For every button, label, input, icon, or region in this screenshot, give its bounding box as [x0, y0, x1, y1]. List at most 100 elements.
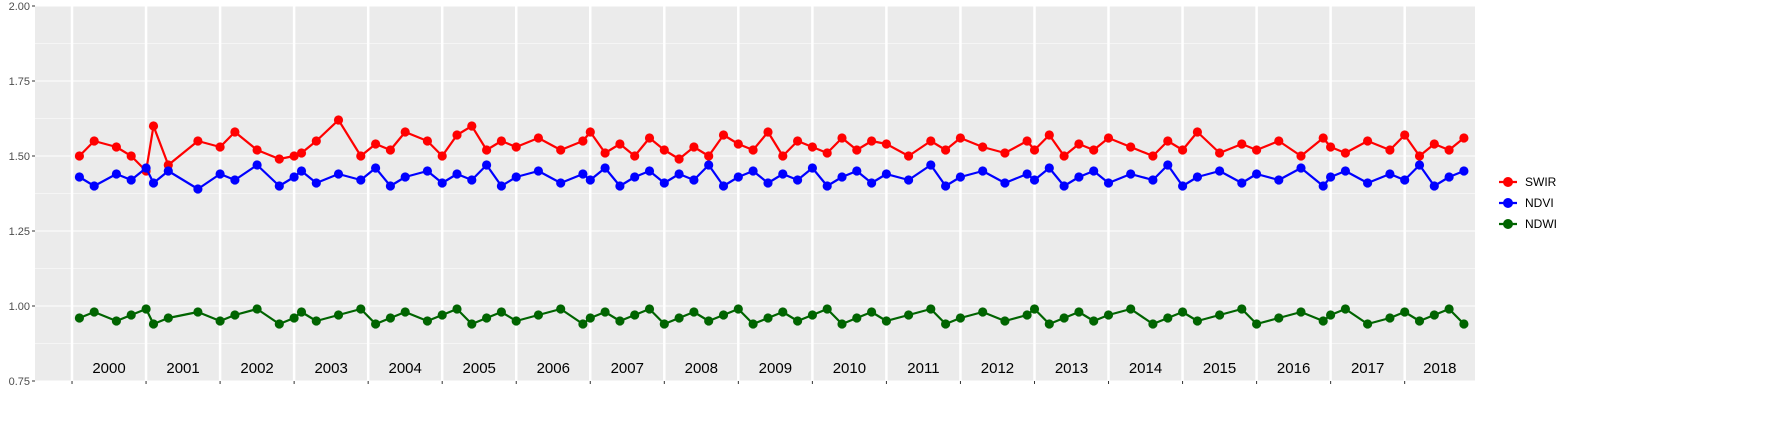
data-point-ndvi — [978, 166, 988, 176]
data-point-ndvi — [822, 181, 832, 191]
data-point-swir — [511, 142, 521, 152]
data-point-ndvi — [1318, 181, 1328, 191]
year-label: 2007 — [611, 360, 644, 377]
data-point-swir — [1459, 133, 1469, 143]
data-point-ndvi — [600, 163, 610, 173]
data-point-ndvi — [763, 178, 773, 188]
data-point-swir — [1414, 151, 1425, 161]
data-point-ndvi — [1400, 175, 1410, 185]
data-point-ndwi — [1059, 313, 1069, 323]
data-point-ndwi — [1029, 304, 1040, 314]
data-point-ndvi — [1163, 160, 1173, 170]
data-point-ndvi — [1274, 175, 1284, 185]
data-point-ndvi — [148, 178, 159, 188]
data-point-ndvi — [163, 166, 173, 176]
data-point-ndwi — [704, 316, 714, 326]
data-point-ndwi — [1126, 304, 1136, 314]
data-point-swir — [1089, 145, 1099, 155]
data-point-swir — [533, 133, 544, 143]
data-point-swir — [630, 151, 640, 161]
data-point-ndwi — [1148, 319, 1158, 329]
data-point-ndwi — [126, 310, 136, 320]
year-label: 2005 — [463, 360, 496, 377]
data-point-swir — [333, 115, 344, 125]
year-label: 2016 — [1277, 360, 1310, 377]
data-point-ndwi — [1192, 316, 1202, 326]
data-point-ndwi — [1215, 310, 1225, 320]
data-point-swir — [311, 136, 321, 146]
data-point-ndwi — [778, 307, 788, 317]
data-point-swir — [230, 127, 240, 137]
data-point-ndvi — [289, 172, 299, 182]
data-point-ndvi — [793, 175, 803, 185]
data-point-ndwi — [881, 316, 892, 326]
legend: SWIR NDVI NDWI — [1499, 175, 1557, 231]
data-point-ndwi — [630, 310, 640, 320]
data-point-swir — [659, 145, 669, 155]
data-point-swir — [496, 136, 506, 146]
data-point-swir — [955, 133, 966, 143]
data-point-swir — [644, 133, 655, 143]
data-point-ndvi — [215, 169, 225, 179]
data-point-swir — [1296, 151, 1306, 161]
data-point-ndvi — [1215, 166, 1225, 176]
data-point-ndwi — [822, 304, 832, 314]
data-point-ndwi — [1274, 313, 1284, 323]
data-point-swir — [296, 148, 307, 158]
data-point-ndvi — [659, 178, 669, 188]
data-point-swir — [422, 136, 432, 146]
data-point-swir — [1429, 139, 1439, 149]
data-point-swir — [1022, 136, 1032, 146]
data-point-swir — [718, 130, 729, 140]
data-point-ndvi — [533, 166, 544, 176]
year-label: 2006 — [537, 360, 570, 377]
data-point-ndwi — [533, 310, 544, 320]
data-point-ndvi — [193, 184, 203, 194]
data-point-swir — [793, 136, 803, 146]
data-point-swir — [1252, 145, 1262, 155]
legend-item-swir: SWIR — [1499, 175, 1557, 189]
data-point-ndvi — [252, 160, 262, 170]
year-label: 2018 — [1423, 360, 1456, 377]
data-point-ndvi — [1385, 169, 1395, 179]
data-point-ndwi — [333, 310, 344, 320]
data-point-ndwi — [1385, 313, 1395, 323]
data-point-ndvi — [1296, 163, 1306, 173]
data-point-ndwi — [585, 313, 595, 323]
data-point-ndvi — [807, 163, 818, 173]
y-tick-label: 1.00 — [9, 301, 30, 313]
data-point-ndvi — [881, 169, 892, 179]
data-point-ndvi — [1178, 181, 1188, 191]
data-point-ndvi — [585, 175, 595, 185]
data-point-swir — [881, 139, 892, 149]
data-point-swir — [1215, 148, 1225, 158]
data-point-ndwi — [274, 319, 284, 329]
year-label: 2010 — [833, 360, 866, 377]
data-point-ndwi — [1252, 319, 1262, 329]
data-point-swir — [763, 127, 773, 137]
data-point-swir — [852, 145, 862, 155]
data-point-ndvi — [926, 160, 936, 170]
data-point-ndwi — [1178, 307, 1188, 317]
year-label: 2012 — [981, 360, 1014, 377]
data-point-ndwi — [356, 304, 366, 314]
data-point-ndwi — [148, 319, 159, 329]
data-point-ndwi — [141, 304, 151, 314]
data-point-ndwi — [482, 313, 492, 323]
year-label: 2014 — [1129, 360, 1162, 377]
data-point-swir — [926, 136, 936, 146]
data-point-ndvi — [1103, 178, 1114, 188]
data-point-ndvi — [1414, 160, 1425, 170]
data-point-ndvi — [311, 178, 321, 188]
data-point-swir — [126, 151, 136, 161]
data-point-swir — [748, 145, 758, 155]
data-point-ndvi — [1459, 166, 1469, 176]
y-axis: 0.75 1.00 1.25 1.50 1.75 2.00 — [9, 1, 35, 388]
data-point-ndvi — [1029, 175, 1040, 185]
data-point-swir — [689, 142, 699, 152]
data-point-ndwi — [955, 313, 966, 323]
y-tick-label: 1.75 — [9, 76, 30, 88]
data-point-swir — [356, 151, 366, 161]
data-point-ndvi — [718, 181, 729, 191]
